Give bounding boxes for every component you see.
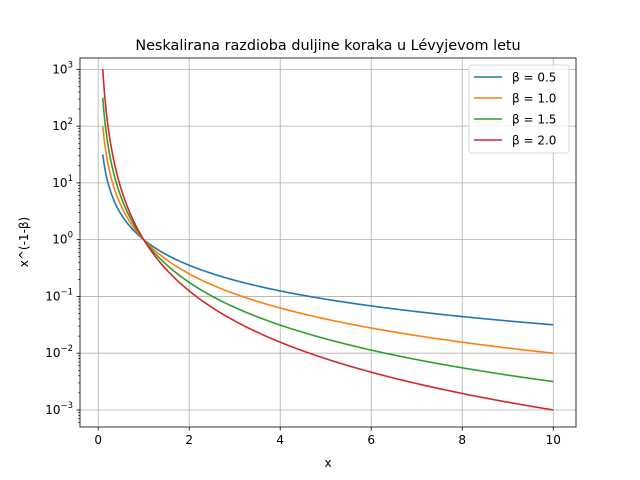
legend-label: β = 2.0 <box>512 134 556 148</box>
y-tick-label: 10−1 <box>45 287 73 303</box>
y-tick-label: 101 <box>52 174 73 190</box>
y-tick-label: 10−2 <box>45 344 73 360</box>
y-tick-label: 10−3 <box>45 401 73 417</box>
legend: β = 0.5 β = 1.0 β = 1.5 β = 2.0 <box>468 64 570 154</box>
y-tick-label: 102 <box>52 117 73 133</box>
chart-title: Neskalirana razdioba duljine koraka u Lé… <box>135 38 520 54</box>
legend-box <box>468 64 570 154</box>
x-tick-label: 2 <box>185 433 193 447</box>
legend-label: β = 1.0 <box>512 92 556 106</box>
x-tick-label: 4 <box>276 433 284 447</box>
legend-label: β = 0.5 <box>512 71 556 85</box>
y-tick-label: 103 <box>52 60 73 76</box>
series-line <box>101 154 554 326</box>
series-line <box>101 97 554 383</box>
series-line <box>101 126 554 354</box>
axes-frame <box>79 57 577 428</box>
series-line <box>101 69 554 411</box>
x-tick-label: 8 <box>458 433 466 447</box>
y-tick-label: 100 <box>52 231 73 247</box>
y-axis-label: x^(-1-β) <box>17 217 31 267</box>
legend-label: β = 1.5 <box>512 113 556 127</box>
x-axis-label: x <box>324 456 331 470</box>
x-tick-label: 0 <box>94 433 102 447</box>
x-tick-label: 6 <box>367 433 375 447</box>
x-tick-label: 10 <box>546 433 561 447</box>
